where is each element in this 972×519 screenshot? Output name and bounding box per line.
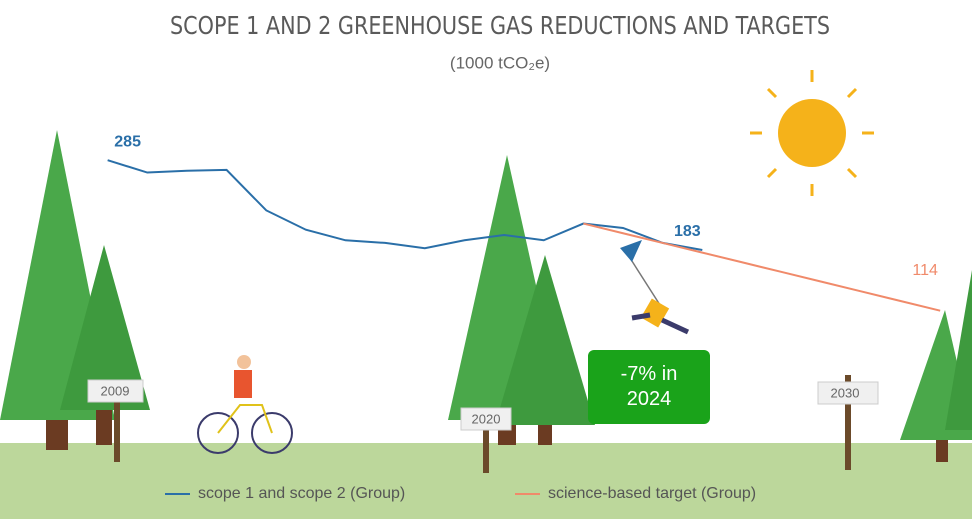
climber [620, 240, 690, 335]
legend-label: scope 1 and scope 2 (Group) [198, 485, 405, 502]
chart-subtitle: (1000 tCO₂e) [450, 53, 550, 72]
callout: -7% in 2024 [588, 350, 710, 424]
data-label: 285 [114, 133, 141, 150]
data-label: 114 [912, 262, 938, 279]
bicycle [197, 355, 293, 454]
sign-label: 2009 [101, 383, 130, 398]
legend-label: science-based target (Group) [548, 485, 756, 502]
series-line [583, 222, 941, 312]
sign-label: 2030 [831, 385, 860, 400]
data-label: 183 [674, 223, 701, 240]
chart-title: SCOPE 1 AND 2 GREENHOUSE GAS REDUCTIONS … [170, 11, 830, 40]
series-line [107, 159, 703, 251]
signs: 2009 2020 2030 [87, 375, 879, 473]
sun [750, 70, 874, 196]
sign-label: 2020 [472, 411, 501, 426]
